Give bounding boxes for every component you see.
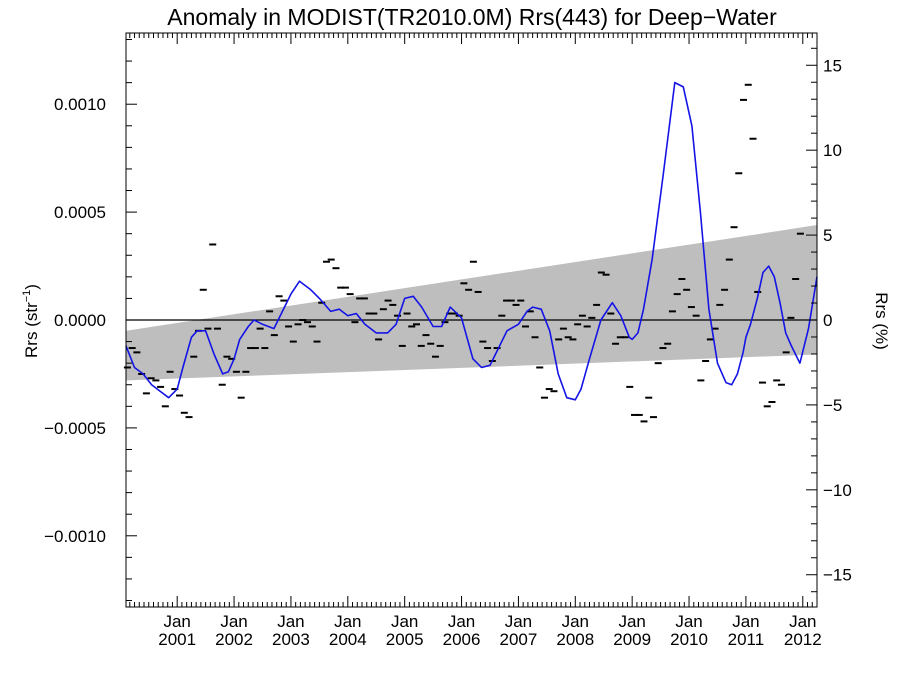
svg-text:Rrs (str−1): Rrs (str−1) <box>21 284 41 358</box>
left-axis-label-end: ) <box>22 284 41 290</box>
x-tick-year-label: 2011 <box>728 630 765 649</box>
x-tick-year-label: 2005 <box>386 630 424 649</box>
x-tick-month-label: Jan <box>789 612 816 631</box>
x-tick-month-label: Jan <box>448 612 475 631</box>
x-tick-year-label: 2007 <box>500 630 538 649</box>
x-tick-year-label: 2004 <box>329 630 367 649</box>
right-axis-label: Rrs (%) <box>872 292 891 350</box>
left-axis-label: Rrs (str−1) <box>21 284 41 358</box>
right-tick-label: −5 <box>823 396 842 415</box>
x-tick-month-label: Jan <box>220 612 247 631</box>
left-tick-label: 0.0010 <box>54 95 106 114</box>
x-tick-month-label: Jan <box>675 612 702 631</box>
left-tick-label: −0.0010 <box>44 527 106 546</box>
right-tick-label: 0 <box>823 311 832 330</box>
x-tick-month-label: Jan <box>163 612 190 631</box>
x-tick-month-label: Jan <box>732 612 759 631</box>
x-tick-month-label: Jan <box>562 612 589 631</box>
right-tick-label: −15 <box>823 566 852 585</box>
right-tick-label: 10 <box>823 141 842 160</box>
x-tick-year-label: 2008 <box>556 630 594 649</box>
smoothed-anomaly-line <box>125 81 818 401</box>
x-tick-year-label: 2009 <box>613 630 651 649</box>
trend-confidence-band <box>126 225 817 381</box>
left-tick-label: 0.0000 <box>54 311 106 330</box>
right-tick-label: −10 <box>823 481 852 500</box>
x-tick-month-label: Jan <box>277 612 304 631</box>
left-tick-label: −0.0005 <box>44 419 106 438</box>
x-tick-year-label: 2001 <box>158 630 196 649</box>
chart-title: Anomaly in MODIST(TR2010.0M) Rrs(443) fo… <box>167 4 777 30</box>
left-axis-label-sup: −1 <box>21 290 33 303</box>
left-axis-label-base: Rrs (str <box>22 302 41 358</box>
x-tick-month-label: Jan <box>391 612 418 631</box>
right-tick-label: 15 <box>823 56 842 75</box>
x-tick-year-label: 2010 <box>670 630 708 649</box>
x-tick-year-label: 2012 <box>784 630 822 649</box>
x-tick-year-label: 2002 <box>215 630 253 649</box>
x-tick-month-label: Jan <box>334 612 361 631</box>
x-tick-month-label: Jan <box>505 612 532 631</box>
left-tick-label: 0.0005 <box>54 203 106 222</box>
right-tick-label: 5 <box>823 226 832 245</box>
x-tick-month-label: Jan <box>618 612 645 631</box>
x-tick-year-label: 2003 <box>272 630 310 649</box>
x-tick-year-label: 2006 <box>443 630 481 649</box>
